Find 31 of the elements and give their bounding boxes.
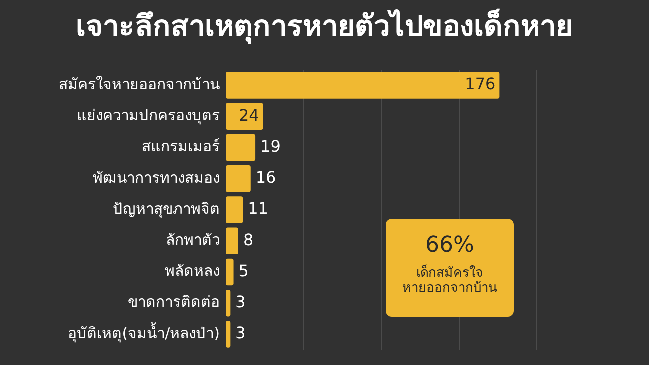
bar [226,321,231,348]
y-tick-label: ลักพาตัว [166,231,220,249]
y-tick-label: อุบัติเหตุ(จมน้ำ/หลงป่า) [68,322,220,344]
bar [226,290,231,317]
data-label: 24 [238,106,260,125]
y-tick-label: พัฒนาการทางสมอง [93,168,220,187]
data-label: 11 [248,199,268,218]
y-tick-label: ขาดการติดต่อ [128,293,220,312]
bar [226,196,244,224]
callout-box: 66% เด็กสมัครใจ หายออกจากบ้าน [386,219,514,317]
data-label: 5 [238,261,249,280]
bar [226,134,256,162]
data-label: 176 [465,74,496,94]
data-label: 19 [260,136,281,156]
y-tick-label: สแกรมเมอร์ [142,138,220,156]
y-tick-label: สมัครใจหายออกจากบ้าน [59,75,220,94]
y-tick-label: พลัดหลง [165,262,220,280]
data-label: 8 [243,230,254,250]
data-label: 16 [256,168,276,188]
bar [226,228,238,254]
bar [226,258,234,286]
annotation: เด็กสมัครใจ หายออกจากบ้าน [402,266,498,296]
data-label: 3 [236,324,246,343]
data-label: 3 [236,292,246,312]
annotation: 66% [424,233,476,258]
bar [226,103,264,130]
y-tick-label: ปัญหาสุขภาพจิต [113,200,220,219]
chart-title: เจาะลึกสาเหตุการหายตัวไปของเด็กหาย [75,8,574,46]
bar [226,166,251,192]
y-tick-label: แย่งความปกครองบุตร [77,106,220,126]
bar [226,72,500,99]
